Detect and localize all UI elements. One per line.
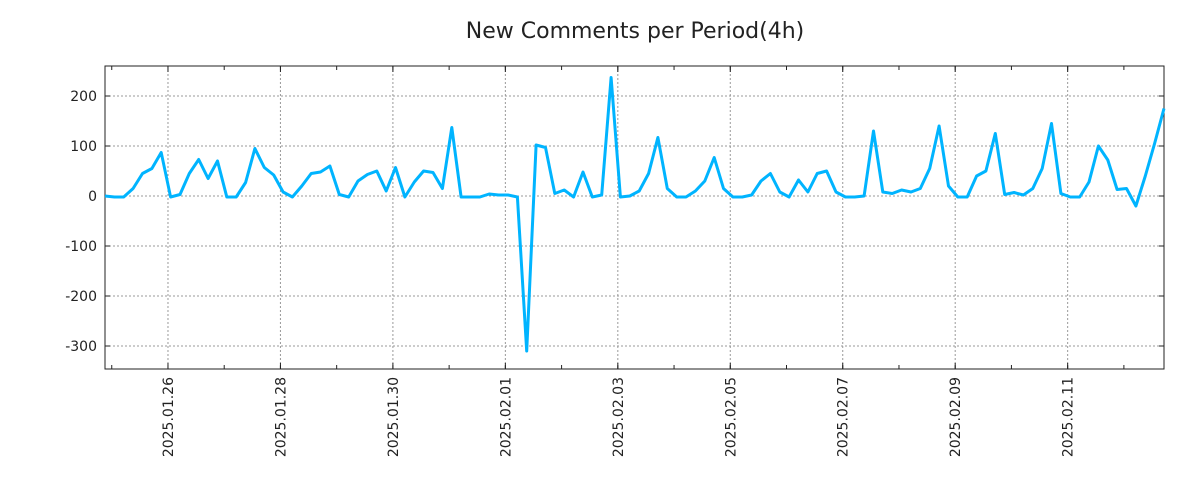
x-tick-label: 2025.02.01 (498, 377, 514, 457)
grid-lines (105, 66, 1164, 369)
y-tick-label: -100 (65, 239, 97, 255)
chart-title: New Comments per Period(4h) (466, 19, 804, 44)
x-tick-label: 2025.02.03 (611, 377, 627, 457)
x-tick-label: 2025.02.07 (836, 377, 852, 457)
tick-labels: 200 100 0 -100 -200 -300 2025.01.26 2025.01.28 2… (65, 89, 1076, 457)
x-tick-label: 2025.01.28 (273, 377, 289, 457)
y-tick-label: 0 (88, 189, 97, 205)
x-tick-label: 2025.02.05 (723, 377, 739, 457)
x-tick-label: 2025.02.09 (948, 377, 964, 457)
y-tick-label: 200 (70, 89, 97, 105)
y-tick-label: -300 (65, 339, 97, 355)
series-line (104, 76, 1166, 353)
y-tick-label: 100 (70, 139, 97, 155)
plot-frame (104, 65, 1165, 370)
x-tick-label: 2025.01.30 (386, 377, 402, 457)
x-tick-label: 2025.02.11 (1061, 377, 1077, 457)
x-tick-label: 2025.01.26 (161, 377, 177, 457)
y-tick-label: -200 (65, 289, 97, 305)
axes (104, 65, 1165, 370)
series-layer (104, 76, 1166, 353)
